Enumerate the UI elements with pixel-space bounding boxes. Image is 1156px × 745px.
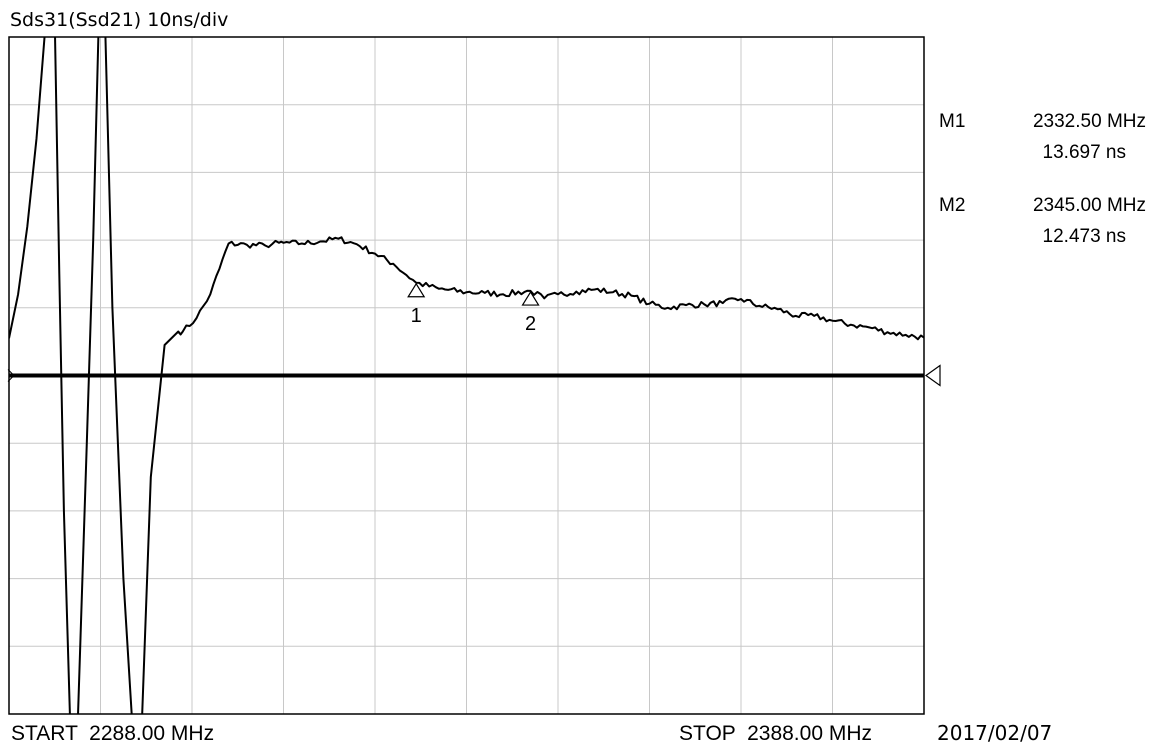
reference-pointer-left xyxy=(7,369,15,382)
stop-frequency-label: STOP 2388.00 MHz xyxy=(679,722,872,745)
marker-2-delay: 12.473 ns xyxy=(1042,226,1126,247)
marker-1-name: M1 xyxy=(939,111,966,132)
marker-2-frequency: 2345.00 MHz xyxy=(1032,195,1146,216)
reference-pointer-right xyxy=(924,364,941,387)
marker-1-triangle xyxy=(407,282,426,298)
marker-1-delay: 13.697 ns xyxy=(1042,142,1126,163)
marker-1-tag: 1 xyxy=(411,305,422,327)
marker-2-name: M2 xyxy=(939,195,966,216)
marker-2-triangle xyxy=(521,290,540,306)
marker-1-frequency: 2332.50 MHz xyxy=(1032,111,1146,132)
marker-2-tag: 2 xyxy=(525,313,536,335)
start-frequency-label: START 2288.00 MHz xyxy=(11,722,215,745)
date-label: 2017/02/07 xyxy=(937,721,1053,745)
trace-title: Sds31(Ssd21) 10ns/div xyxy=(10,9,229,31)
trace-line xyxy=(9,37,924,714)
